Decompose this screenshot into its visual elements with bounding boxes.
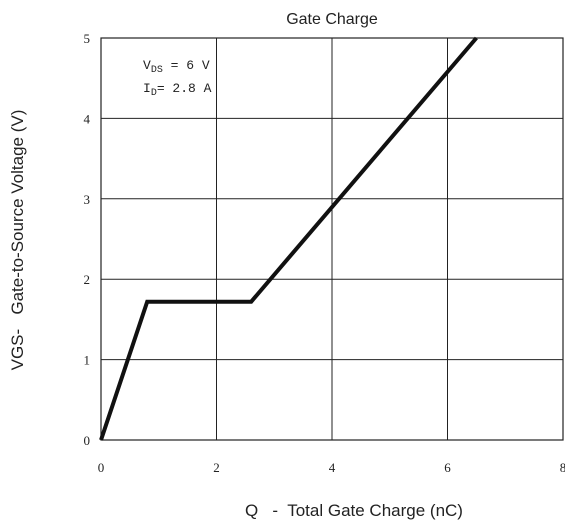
- y-tick-label: 0: [84, 433, 91, 448]
- x-tick-label: 2: [213, 460, 220, 475]
- annotation-id-rest: = 2.8 A: [157, 81, 212, 96]
- y-tick-label: 3: [84, 192, 91, 207]
- y-tick-label: 5: [84, 31, 91, 46]
- annotation-id: ID= 2.8 A: [143, 81, 212, 99]
- y-tick-label: 2: [84, 272, 91, 287]
- chart-title: Gate Charge: [286, 11, 378, 28]
- y-tick-labels: 0 1 2 3 4 5: [84, 31, 91, 448]
- x-tick-labels: 0 2 4 6 8: [98, 460, 565, 475]
- annotation-id-main: I: [143, 81, 151, 96]
- grid-lines: [100, 37, 564, 441]
- x-tick-label: 0: [98, 460, 105, 475]
- plot-frame: [100, 37, 564, 441]
- annotation-vds-rest: = 6 V: [163, 58, 210, 73]
- x-tick-label: 4: [329, 460, 336, 475]
- y-tick-label: 4: [84, 111, 91, 126]
- annotation-id-sub: D: [151, 88, 157, 99]
- x-axis-label: Q - Total Gate Charge (nC): [245, 501, 463, 520]
- series-line-0: [99, 36, 478, 441]
- y-tick-label: 1: [84, 353, 91, 368]
- series-group: [99, 36, 478, 441]
- annotation-vds: VDS = 6 V: [143, 58, 210, 76]
- x-tick-label: 6: [444, 460, 451, 475]
- x-tick-label: 8: [560, 460, 565, 475]
- y-axis-label: VGS- Gate-to-Source Voltage (V): [8, 110, 27, 371]
- annotation-vds-main: V: [143, 58, 151, 73]
- annotation-vds-sub: DS: [151, 65, 163, 76]
